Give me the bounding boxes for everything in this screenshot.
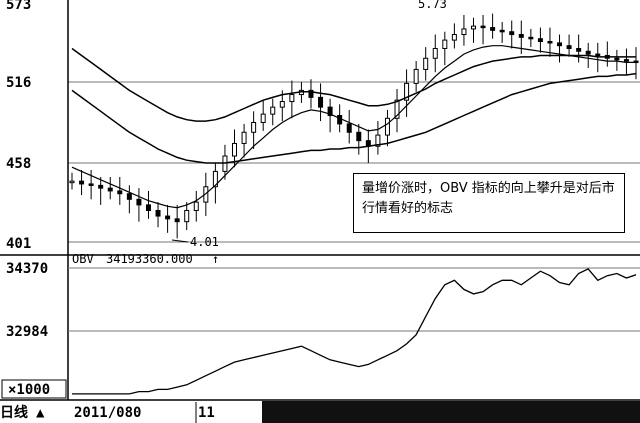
annotation-box: 量增价涨时，OBV 指标的向上攀升是对后市行情看好的标志 xyxy=(353,173,625,233)
price-bar xyxy=(547,41,553,44)
price-bar xyxy=(566,45,572,49)
price-bar xyxy=(557,42,563,47)
price-bar xyxy=(528,36,534,40)
price-bar xyxy=(279,101,285,108)
price-tick-label: 458 xyxy=(6,156,31,172)
price-bar xyxy=(490,27,496,31)
low-marker-arrow xyxy=(171,239,189,243)
price-bar xyxy=(308,89,314,98)
price-bar xyxy=(117,190,123,195)
price-bar xyxy=(375,134,381,147)
price-bar xyxy=(442,39,448,49)
price-bar xyxy=(394,99,400,119)
obv-title: OBV xyxy=(72,252,94,266)
price-bar xyxy=(126,193,132,200)
obv-tick-label: 32984 xyxy=(6,324,48,340)
moving-average-line xyxy=(71,72,637,164)
obv-value-label: 34193360.000 xyxy=(106,252,193,266)
price-bar xyxy=(384,117,390,136)
footer-black-strip xyxy=(262,401,640,423)
obv-line xyxy=(72,268,637,395)
price-bar xyxy=(184,209,190,223)
price-tick-label: 516 xyxy=(6,75,31,91)
price-bar xyxy=(270,106,276,115)
price-bar xyxy=(432,47,438,59)
price-tick-label: 573 xyxy=(6,0,31,13)
period-label[interactable]: 日线 xyxy=(0,404,28,421)
moving-average-lines xyxy=(71,45,637,209)
price-bar xyxy=(423,57,429,70)
low-price-marker: 4.01 xyxy=(190,235,219,249)
price-bar xyxy=(318,96,324,108)
obv-gridlines xyxy=(68,267,640,332)
price-bar xyxy=(623,59,629,62)
month-label: 11 xyxy=(198,405,215,421)
price-bar xyxy=(193,201,199,211)
price-bar xyxy=(585,50,591,55)
price-bar xyxy=(413,68,419,84)
obv-tick-label: 34370 xyxy=(6,261,48,277)
price-bar xyxy=(289,94,295,103)
price-bar xyxy=(470,25,476,30)
price-bar xyxy=(174,218,180,223)
price-bar xyxy=(337,115,343,125)
price-bar xyxy=(327,106,333,117)
price-bar xyxy=(251,122,257,133)
price-bar xyxy=(356,131,362,142)
price-bar xyxy=(451,34,457,41)
price-bar xyxy=(499,29,505,33)
price-bar xyxy=(260,113,266,123)
scale-badge xyxy=(1,379,67,399)
price-bar xyxy=(165,215,171,220)
price-bar xyxy=(69,180,75,184)
price-bar xyxy=(576,47,582,52)
price-bar xyxy=(537,38,543,43)
price-bar xyxy=(98,184,104,189)
price-bar xyxy=(155,209,161,217)
high-price-marker: 5.73 xyxy=(418,0,447,11)
price-gridlines xyxy=(68,81,640,243)
price-tick-label: 401 xyxy=(6,236,31,252)
price-bar xyxy=(461,28,467,36)
period-triangle-icon[interactable]: ▲ xyxy=(36,405,45,421)
moving-average-line xyxy=(71,45,636,209)
price-bar xyxy=(88,183,94,186)
price-bar xyxy=(518,34,524,38)
price-bars xyxy=(69,13,639,239)
price-bar xyxy=(145,204,151,211)
price-bar xyxy=(232,142,238,157)
moving-average-line xyxy=(71,47,636,122)
price-bar xyxy=(614,57,620,61)
price-bar xyxy=(136,198,142,206)
price-bar xyxy=(404,82,410,101)
price-bar xyxy=(107,187,113,192)
price-bar xyxy=(509,31,515,36)
price-bar xyxy=(241,131,247,144)
obv-up-arrow-icon: ↑ xyxy=(212,252,219,266)
price-bar xyxy=(346,123,352,133)
price-bar xyxy=(480,25,486,29)
price-bar xyxy=(595,53,601,57)
price-bar xyxy=(212,170,218,188)
obv-scale-label: ×1000 xyxy=(8,382,50,398)
date-label: 2011/080 xyxy=(74,405,141,421)
price-bar xyxy=(79,180,85,185)
